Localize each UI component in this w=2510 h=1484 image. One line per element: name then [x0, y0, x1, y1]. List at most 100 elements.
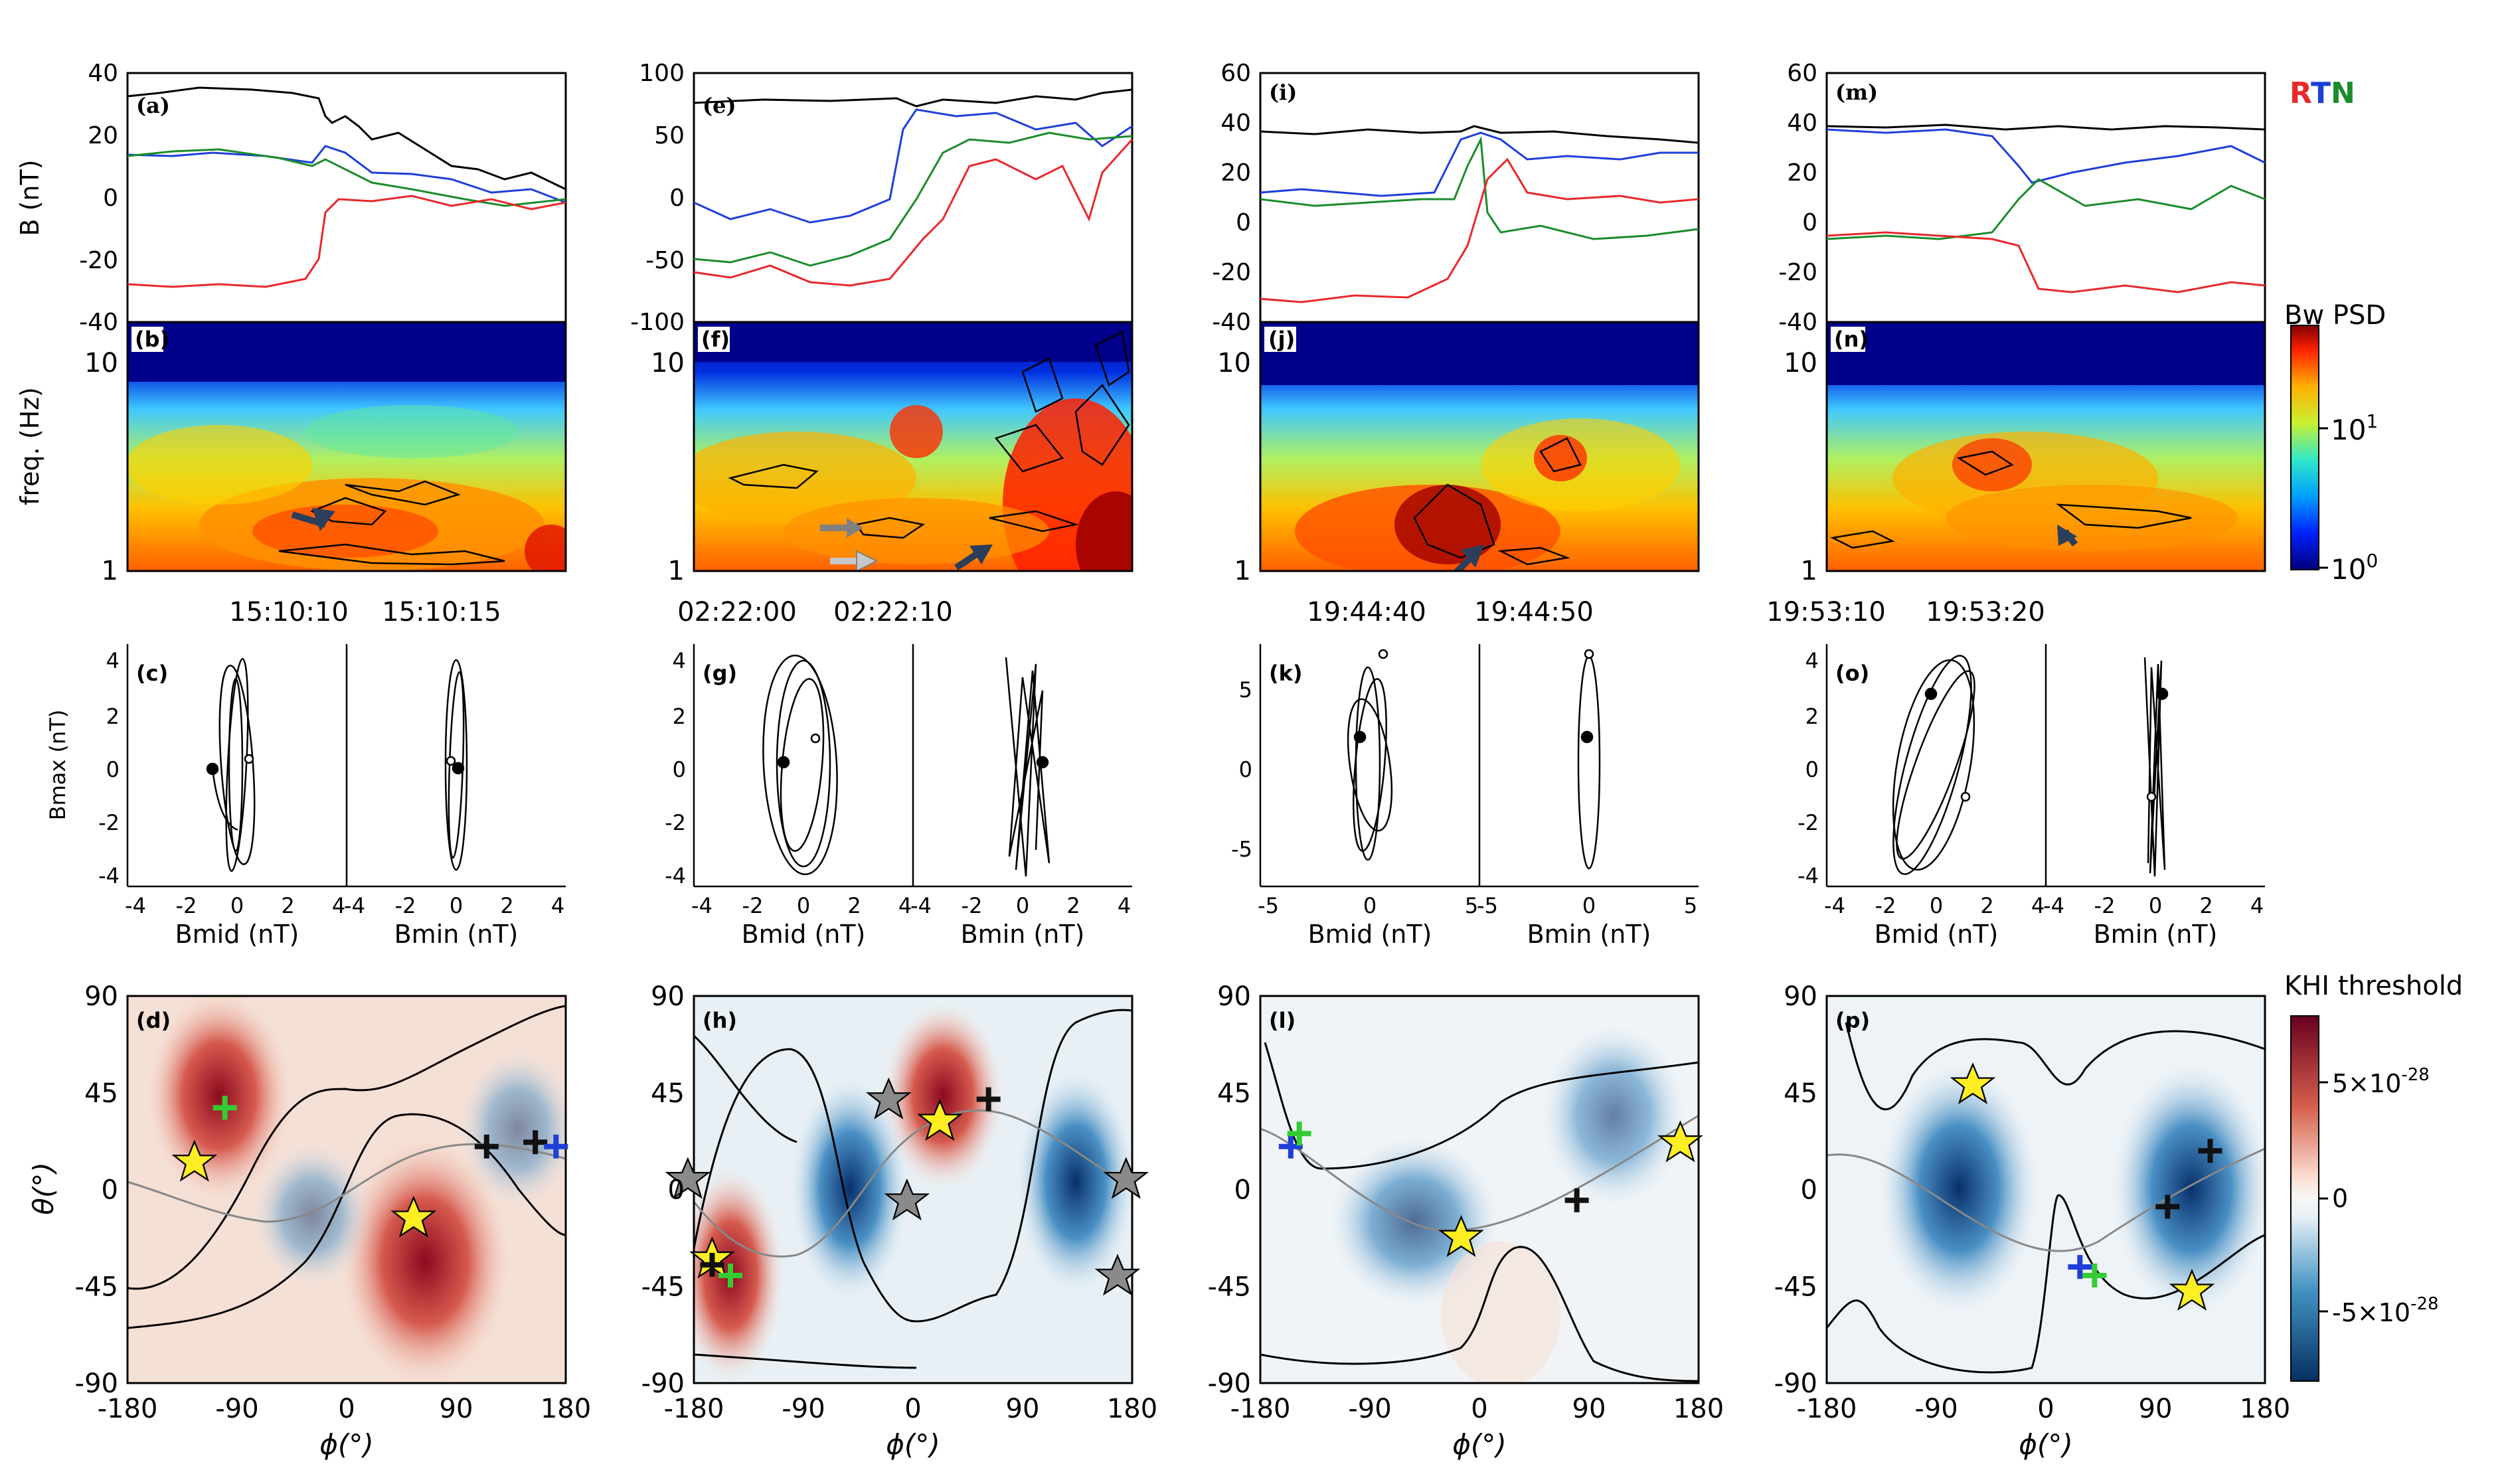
row2-labels: (b) (f) (j) (n) [131, 327, 1869, 352]
khi-ytick-h-4: -90 [641, 1368, 685, 1399]
khi-tick-neg: -5×10-28 [2332, 1294, 2439, 1327]
khi-ytick-d-1: 45 [84, 1078, 118, 1109]
ytick-o-0: 4 [1805, 648, 1819, 673]
ytick-g-2: 0 [673, 757, 686, 782]
xlabel-l: ϕ(°) [1452, 1428, 1506, 1461]
khi-ytick-l-2: 0 [1234, 1175, 1251, 1206]
tick-m-0: 60 [1787, 60, 1817, 87]
panel-label-b: (b) [135, 327, 169, 352]
xlabel-p: ϕ(°) [2019, 1428, 2072, 1461]
hodo-xtick-k-0-0: -5 [1258, 893, 1279, 918]
series-B-magnitude [127, 86, 566, 191]
row4-xlabels: ϕ(°) ϕ(°) ϕ(°) ϕ(°) [319, 1428, 2072, 1461]
panel-label-k: (k) [1269, 661, 1303, 686]
ytick-o-2: 0 [1805, 757, 1819, 782]
hodo-xtick-c-1-0: -4 [344, 893, 365, 918]
tick-a-3: -20 [79, 247, 118, 274]
ylabel-theta: θ(°) [27, 1162, 60, 1214]
hodo-xtick-k-0-1: 0 [1363, 893, 1377, 918]
xtick-f-0: 02:22:00 [677, 597, 797, 627]
khi-xtick-h-4: 180 [1107, 1394, 1157, 1424]
panel-p [1827, 996, 2265, 1383]
plus-black-p-1 [2198, 1139, 2222, 1163]
series-N [127, 148, 566, 207]
khi-ytick-l-4: -90 [1208, 1368, 1251, 1399]
ytick-j-0: 10 [1217, 348, 1251, 378]
tick-i-1: 40 [1220, 110, 1251, 137]
xlabel-c-mid: Bmid (nT) [175, 920, 299, 949]
ytick-n-0: 10 [1784, 348, 1817, 378]
series-R [693, 138, 1133, 287]
tick-a-1: 20 [88, 122, 118, 149]
panel-a: (a) [126, 72, 567, 323]
ytick-f-0: 10 [651, 348, 685, 378]
khi-colorbar-title: KHI threshold [2284, 971, 2463, 1001]
hodo-xtick-g-0-0: -4 [691, 893, 712, 918]
panel-label-j: (j) [1268, 327, 1295, 352]
panel-k [1259, 644, 1699, 888]
plus-blue-p-0 [2068, 1255, 2092, 1279]
khi-xtick-l-4: 180 [1673, 1394, 1724, 1424]
hodo-xtick-c-0-1: -2 [176, 893, 197, 918]
series-T [1260, 131, 1699, 197]
khi-ytick-l-1: 45 [1217, 1078, 1251, 1109]
panel-label-l: (l) [1269, 1008, 1296, 1033]
hodo-xtick-g-1-1: -2 [962, 893, 983, 918]
tick-e-3: -50 [645, 247, 685, 274]
panel-label-d: (d) [136, 1008, 171, 1033]
tick-e-0: 100 [639, 60, 685, 87]
panel-label-m: (m) [1835, 80, 1878, 105]
legend-R: R [2290, 76, 2312, 110]
hodo-xtick-c-0-2: 0 [230, 893, 244, 918]
panel-e: (e) [693, 72, 1133, 323]
khi-xtick-d-0: -180 [98, 1394, 158, 1424]
hodo-xtick-k-1-1: 0 [1582, 893, 1596, 918]
xtick-j-1: 19:44:50 [1474, 597, 1594, 627]
series-T [127, 145, 566, 204]
tick-i-3: 0 [1236, 209, 1251, 236]
xlabel-k-min: Bmin (nT) [1527, 920, 1651, 949]
khi-xtick-d-4: 180 [541, 1394, 591, 1424]
hodo-xtick-o-0-0: -4 [1824, 893, 1845, 918]
khi-ytick-d-3: -45 [75, 1272, 118, 1302]
series-B-magnitude [693, 88, 1133, 108]
ytick-c-2: 0 [106, 757, 120, 782]
row3-xticks: -4 -2 0 2 4-4 -2 0 2 4 -4 -2 0 2 4-4 -2 0 2 4 -5 0 5-5 0 5 -4 -2… [125, 893, 2264, 918]
hodo-xtick-g-0-3: 2 [847, 893, 861, 918]
ytick-g-3: -2 [665, 810, 686, 835]
ytick-f-1: 1 [668, 556, 685, 586]
tick-a-4: -40 [79, 309, 118, 336]
khi-xtick-p-3: 90 [2139, 1394, 2173, 1424]
khi-ytick-l-0: 90 [1217, 981, 1251, 1012]
tick-i-0: 60 [1220, 60, 1251, 87]
tick-i-5: -40 [1212, 309, 1251, 336]
tick-m-5: -40 [1778, 309, 1817, 336]
hodo-xtick-o-0-2: 0 [1930, 893, 1943, 918]
plus-green-h-0 [718, 1264, 742, 1288]
xlabel-o-mid: Bmid (nT) [1875, 920, 1999, 949]
panel-label-o: (o) [1835, 661, 1869, 686]
khi-xtick-p-0: -180 [1797, 1394, 1857, 1424]
series-R [1826, 231, 2266, 293]
xtick-f-1: 02:22:10 [833, 597, 953, 627]
tick-m-2: 20 [1787, 159, 1817, 187]
tick-e-1: 50 [654, 122, 685, 149]
series-B-magnitude [1826, 124, 2266, 131]
hodo-xtick-g-1-3: 2 [1066, 893, 1080, 918]
psd-tick-10-0: 100 [2331, 550, 2378, 586]
hodo-xtick-o-1-2: 0 [2149, 893, 2162, 918]
khi-ytick-p-4: -90 [1774, 1368, 1817, 1399]
khi-tick-zero: 0 [2332, 1184, 2348, 1213]
khi-xtick-l-0: -180 [1230, 1394, 1291, 1424]
plus-black-h-0 [976, 1087, 1001, 1112]
hodo-xtick-g-1-0: -4 [910, 893, 932, 918]
xlabel-d: ϕ(°) [319, 1428, 373, 1461]
khi-xtick-p-1: -90 [1914, 1394, 1958, 1424]
panel-g [693, 644, 1132, 888]
ytick-o-4: -4 [1798, 863, 1819, 888]
hodo-xtick-o-0-1: -2 [1875, 893, 1896, 918]
ytick-k-2: -5 [1231, 837, 1252, 862]
row3-yticks: 4 2 0 -2 -4 4 2 0 -2 -4 5 0 -5 4 2 0 -2 -4 [98, 648, 1819, 888]
plus-green-p-0 [2082, 1264, 2107, 1288]
plus-black-p-0 [2155, 1195, 2180, 1219]
